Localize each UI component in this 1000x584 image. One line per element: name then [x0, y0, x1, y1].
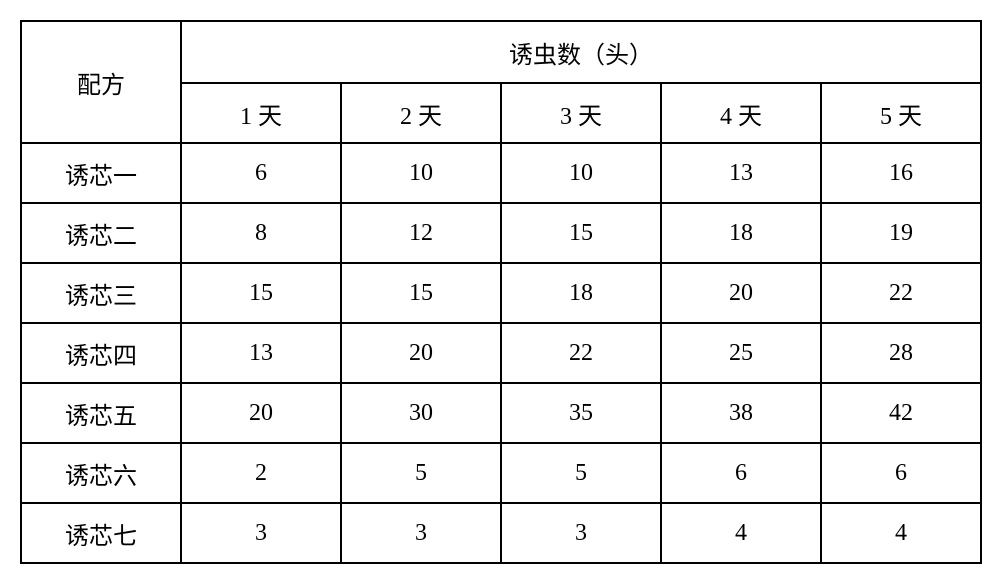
- header-day-1: 1 天: [181, 83, 341, 143]
- header-day-2: 2 天: [341, 83, 501, 143]
- cell: 6: [181, 143, 341, 203]
- cell: 2: [181, 443, 341, 503]
- header-day-3: 3 天: [501, 83, 661, 143]
- cell: 13: [181, 323, 341, 383]
- row-label: 诱芯七: [21, 503, 181, 563]
- cell: 20: [181, 383, 341, 443]
- cell: 18: [501, 263, 661, 323]
- cell: 5: [341, 443, 501, 503]
- header-formula: 配方: [21, 21, 181, 143]
- cell: 6: [661, 443, 821, 503]
- cell: 38: [661, 383, 821, 443]
- cell: 3: [181, 503, 341, 563]
- table-row: 诱芯二 8 12 15 18 19: [21, 203, 981, 263]
- cell: 10: [341, 143, 501, 203]
- cell: 22: [821, 263, 981, 323]
- cell: 3: [501, 503, 661, 563]
- cell: 4: [661, 503, 821, 563]
- data-table: 配方 诱虫数（头） 1 天 2 天 3 天 4 天 5 天 诱芯一 6 10 1…: [20, 20, 982, 564]
- table-row: 诱芯一 6 10 10 13 16: [21, 143, 981, 203]
- cell: 20: [661, 263, 821, 323]
- header-day-4: 4 天: [661, 83, 821, 143]
- row-label: 诱芯三: [21, 263, 181, 323]
- cell: 28: [821, 323, 981, 383]
- cell: 6: [821, 443, 981, 503]
- header-group: 诱虫数（头）: [181, 21, 981, 83]
- cell: 4: [821, 503, 981, 563]
- cell: 42: [821, 383, 981, 443]
- cell: 30: [341, 383, 501, 443]
- cell: 19: [821, 203, 981, 263]
- row-label: 诱芯四: [21, 323, 181, 383]
- header-day-5: 5 天: [821, 83, 981, 143]
- cell: 15: [501, 203, 661, 263]
- cell: 3: [341, 503, 501, 563]
- cell: 15: [181, 263, 341, 323]
- table-row: 诱芯三 15 15 18 20 22: [21, 263, 981, 323]
- cell: 15: [341, 263, 501, 323]
- row-label: 诱芯二: [21, 203, 181, 263]
- row-label: 诱芯五: [21, 383, 181, 443]
- table-row: 诱芯六 2 5 5 6 6: [21, 443, 981, 503]
- cell: 12: [341, 203, 501, 263]
- cell: 22: [501, 323, 661, 383]
- row-label: 诱芯一: [21, 143, 181, 203]
- cell: 8: [181, 203, 341, 263]
- cell: 18: [661, 203, 821, 263]
- row-label: 诱芯六: [21, 443, 181, 503]
- cell: 16: [821, 143, 981, 203]
- table-row: 诱芯五 20 30 35 38 42: [21, 383, 981, 443]
- cell: 13: [661, 143, 821, 203]
- cell: 25: [661, 323, 821, 383]
- table-row: 诱芯四 13 20 22 25 28: [21, 323, 981, 383]
- cell: 35: [501, 383, 661, 443]
- table-row: 诱芯七 3 3 3 4 4: [21, 503, 981, 563]
- data-table-wrap: 配方 诱虫数（头） 1 天 2 天 3 天 4 天 5 天 诱芯一 6 10 1…: [20, 20, 980, 564]
- cell: 20: [341, 323, 501, 383]
- cell: 10: [501, 143, 661, 203]
- cell: 5: [501, 443, 661, 503]
